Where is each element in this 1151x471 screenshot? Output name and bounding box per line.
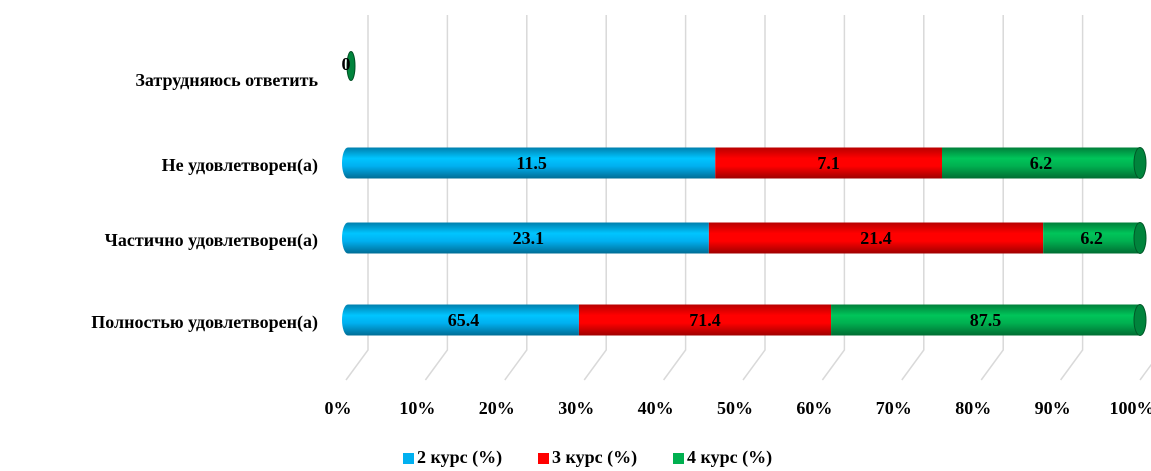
category-label: Полностью удовлетворен(а) [91,312,318,333]
bar-segment [708,222,1044,254]
category-label: Не удовлетворен(а) [162,155,318,176]
bar-segment [831,304,1140,336]
data-label: 7.1 [817,153,840,173]
bar-segment [578,304,832,336]
bar-segment-cap [346,51,356,81]
gridline [504,15,528,381]
bar-segment [1043,222,1140,254]
gridline [583,15,607,381]
data-label: 21.4 [860,228,892,248]
x-tick-label: 100% [1110,398,1151,418]
bar-segment [348,147,716,179]
legend-label: 4 курс (%) [687,447,772,468]
x-tick-label: 10% [399,398,435,418]
gridline [821,15,846,381]
data-label: 6.2 [1080,228,1103,248]
legend-label: 3 курс (%) [552,447,637,468]
category-label: Затрудняюсь ответить [135,70,318,90]
x-tick-label: 0% [325,398,352,418]
x-tick-label: 90% [1035,398,1071,418]
gridline [424,15,449,381]
x-tick-label: 80% [955,398,991,418]
category-labels: Затрудняюсь ответить Не удовлетворен(а) Ча… [91,70,318,333]
gridline [980,15,1004,381]
gridline [1059,15,1084,381]
x-tick-label: 70% [876,398,912,418]
legend-label: 2 курс (%) [417,447,502,468]
data-label: 23.1 [513,228,545,248]
x-tick-label: 60% [796,398,832,418]
legend: 2 курс (%) 3 курс (%) 4 курс (%) [403,447,772,468]
legend-item: 3 курс (%) [538,447,637,468]
gridline [345,15,369,381]
category-label: Частично удовлетворен(а) [105,230,318,251]
bar-segment [715,147,942,179]
data-label: 11.5 [516,153,547,173]
gridlines [345,15,1151,381]
bar-segment [348,222,709,254]
data-label: 65.4 [448,310,480,330]
gridline [1139,363,1151,381]
legend-item: 4 курс (%) [673,447,772,468]
legend-swatch [403,453,414,464]
legend-item: 2 курс (%) [403,447,502,468]
bar-end-cap [1133,222,1147,254]
data-label: 6.2 [1030,153,1053,173]
x-tick-label: 30% [558,398,594,418]
legend-swatch [538,453,549,464]
x-tick-label: 20% [479,398,515,418]
bar-segment [942,147,1140,179]
gridline [901,15,925,381]
gridline [662,15,687,381]
bar-segment [348,304,579,336]
bar-end-cap [1133,304,1147,336]
x-axis-tick-labels: 0% 10% 20% 30% 40% 50% 60% 70% 80% 90% 100% [325,398,1151,418]
legend-swatch [673,453,684,464]
x-tick-label: 50% [717,398,753,418]
data-label: 0 [342,54,351,74]
gridline [742,15,766,381]
x-tick-label: 40% [638,398,674,418]
bar-end-cap [1133,147,1147,179]
data-label: 71.4 [689,310,721,330]
data-label: 87.5 [970,310,1002,330]
bar-series: 0 11.5 7.1 6.2 23.1 21.4 6.2 65.4 71.4 87.5 [342,51,1147,336]
